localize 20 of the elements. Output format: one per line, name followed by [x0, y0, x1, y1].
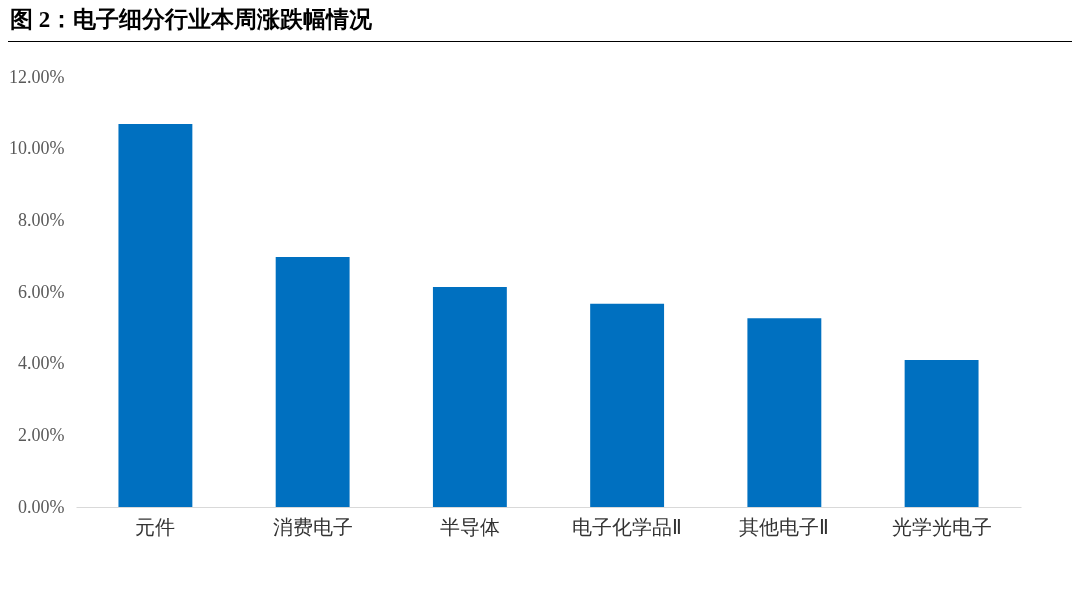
bar	[118, 123, 193, 507]
y-tick-label: 10.00%	[9, 138, 65, 159]
chart-title: 图 2：电子细分行业本周涨跌幅情况	[8, 0, 1072, 42]
y-tick-label: 8.00%	[18, 209, 65, 230]
x-tick-label: 电子化学品Ⅱ	[572, 515, 683, 538]
x-tick-label: 半导体	[439, 515, 500, 538]
bar	[747, 318, 822, 507]
bar	[275, 256, 350, 507]
y-tick-label: 12.00%	[9, 66, 65, 87]
bar	[904, 360, 979, 507]
x-tick-label: 元件	[135, 515, 176, 538]
x-tick-label: 其他电子Ⅱ	[739, 515, 830, 538]
x-tick-label: 消费电子	[272, 515, 353, 538]
y-tick-label: 2.00%	[18, 424, 65, 445]
y-tick-label: 0.00%	[18, 496, 65, 517]
y-tick-label: 6.00%	[18, 281, 65, 302]
bar	[590, 303, 665, 507]
bar	[432, 286, 507, 507]
x-tick-label: 光学光电子	[891, 515, 992, 538]
y-tick-label: 4.00%	[18, 353, 65, 374]
